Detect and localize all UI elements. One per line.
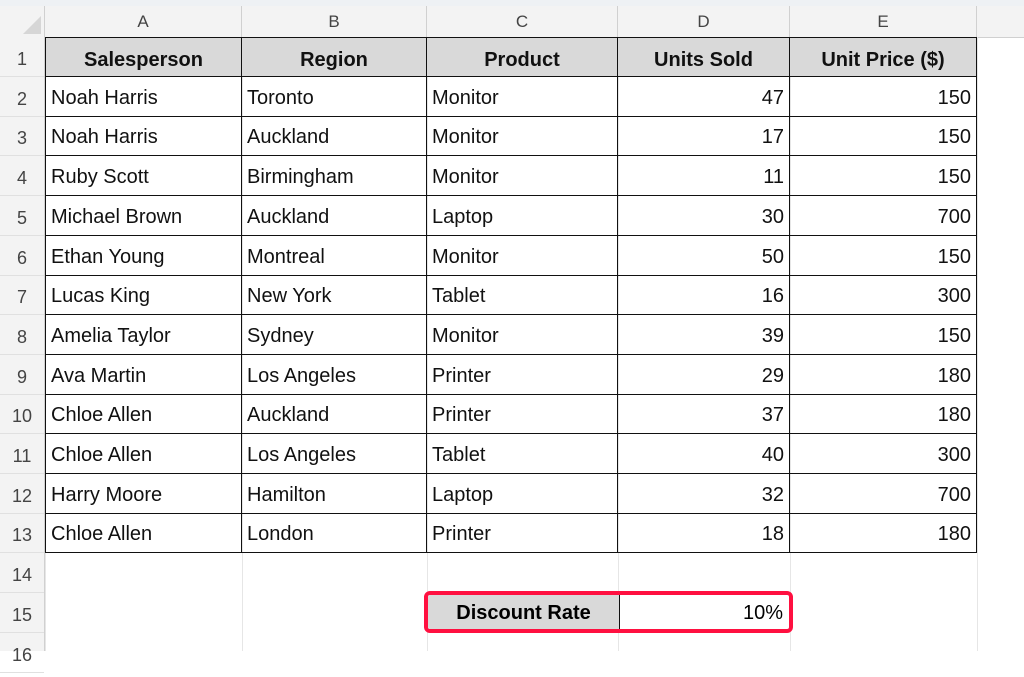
table-cell[interactable]: Laptop <box>427 195 618 236</box>
table-cell[interactable]: 150 <box>790 116 977 157</box>
header-cell[interactable]: Product <box>427 37 618 77</box>
column-header-a[interactable]: A <box>45 6 242 37</box>
gridline <box>977 37 978 651</box>
table-cell[interactable]: Noah Harris <box>45 116 242 157</box>
row-header-4[interactable]: 4 <box>0 156 44 197</box>
table-cell[interactable]: London <box>242 513 427 554</box>
column-header-d[interactable]: D <box>618 6 790 37</box>
table-cell[interactable]: Auckland <box>242 116 427 157</box>
table-cell[interactable]: Laptop <box>427 473 618 514</box>
table-cell[interactable]: 180 <box>790 394 977 435</box>
header-cell[interactable]: Units Sold <box>618 37 790 77</box>
row-header-15[interactable]: 15 <box>0 593 44 633</box>
table-cell[interactable]: 30 <box>618 195 790 236</box>
header-cell[interactable]: Salesperson <box>45 37 242 77</box>
table-cell[interactable]: Monitor <box>427 314 618 355</box>
table-cell[interactable]: Birmingham <box>242 156 427 197</box>
row-header-3[interactable]: 3 <box>0 116 44 157</box>
row-header-9[interactable]: 9 <box>0 355 44 395</box>
table-cell[interactable]: 17 <box>618 116 790 157</box>
table-cell[interactable]: Printer <box>427 513 618 554</box>
table-cell[interactable]: 150 <box>790 156 977 197</box>
table-cell[interactable]: 50 <box>618 235 790 276</box>
row-headers: 1 2 3 4 5 6 7 8 9 10 11 12 13 14 15 16 <box>0 37 45 673</box>
table-cell[interactable]: 47 <box>618 76 790 117</box>
table-cell[interactable]: 180 <box>790 354 977 395</box>
select-all-button[interactable] <box>0 6 45 37</box>
table-cell[interactable]: 300 <box>790 275 977 316</box>
row-header-5[interactable]: 5 <box>0 196 44 236</box>
table-cell[interactable]: Ruby Scott <box>45 156 242 197</box>
table-cell[interactable]: Montreal <box>242 235 427 276</box>
discount-rate-box: Discount Rate 10% <box>424 591 793 633</box>
table-cell[interactable]: 16 <box>618 275 790 316</box>
row-header-7[interactable]: 7 <box>0 275 44 316</box>
row-header-10[interactable]: 10 <box>0 394 44 435</box>
table-cell[interactable]: Noah Harris <box>45 76 242 117</box>
row-header-13[interactable]: 13 <box>0 513 44 554</box>
table-cell[interactable]: 180 <box>790 513 977 554</box>
row-header-6[interactable]: 6 <box>0 236 44 276</box>
table-cell[interactable]: Ethan Young <box>45 235 242 276</box>
table-cell[interactable]: 39 <box>618 314 790 355</box>
discount-rate-value[interactable]: 10% <box>742 602 783 624</box>
table-cell[interactable]: Los Angeles <box>242 354 427 395</box>
table-cell[interactable]: Monitor <box>427 156 618 197</box>
table-cell[interactable]: Monitor <box>427 235 618 276</box>
gridline <box>242 37 243 651</box>
table-cell[interactable]: 300 <box>790 434 977 474</box>
row-header-2[interactable]: 2 <box>0 77 44 117</box>
table-cell[interactable]: Tablet <box>427 434 618 474</box>
table-cell[interactable]: 29 <box>618 354 790 395</box>
column-header-c[interactable]: C <box>427 6 618 37</box>
row-header-14[interactable]: 14 <box>0 553 44 594</box>
table-cell[interactable]: Printer <box>427 354 618 395</box>
gridline <box>427 37 428 651</box>
table-cell[interactable]: Sydney <box>242 314 427 355</box>
ribbon-edge <box>0 0 1024 6</box>
table-cell[interactable]: Printer <box>427 394 618 435</box>
table-cell[interactable]: Amelia Taylor <box>45 314 242 355</box>
table-cell[interactable]: Monitor <box>427 76 618 117</box>
row-header-16[interactable]: 16 <box>0 633 44 673</box>
table-cell[interactable]: 18 <box>618 513 790 554</box>
row-header-1[interactable]: 1 <box>0 37 44 77</box>
table-cell[interactable]: 700 <box>790 195 977 236</box>
table-cell[interactable]: 37 <box>618 394 790 435</box>
table-cell[interactable]: Ava Martin <box>45 354 242 395</box>
table-cell[interactable]: New York <box>242 275 427 316</box>
table-cell[interactable]: Auckland <box>242 195 427 236</box>
table-cell[interactable]: Toronto <box>242 76 427 117</box>
table-cell[interactable]: Los Angeles <box>242 434 427 474</box>
table-cell[interactable]: 150 <box>790 314 977 355</box>
table-cell[interactable]: 32 <box>618 473 790 514</box>
table-cell[interactable]: 150 <box>790 76 977 117</box>
table-cell[interactable]: Auckland <box>242 394 427 435</box>
gridline <box>790 37 791 651</box>
column-header-e[interactable]: E <box>790 6 977 37</box>
gridline <box>618 37 619 651</box>
table-cell[interactable]: Michael Brown <box>45 195 242 236</box>
table-cell[interactable]: Harry Moore <box>45 473 242 514</box>
row-header-12[interactable]: 12 <box>0 474 44 514</box>
header-cell[interactable]: Unit Price ($) <box>790 37 977 77</box>
table-cell[interactable]: 700 <box>790 473 977 514</box>
table-cell[interactable]: Tablet <box>427 275 618 316</box>
table-cell[interactable]: 150 <box>790 235 977 276</box>
table-cell[interactable]: 40 <box>618 434 790 474</box>
table-cell[interactable]: Monitor <box>427 116 618 157</box>
table-cell[interactable]: Hamilton <box>242 473 427 514</box>
table-cell[interactable]: 11 <box>618 156 790 197</box>
row-header-8[interactable]: 8 <box>0 315 44 355</box>
discount-rate-label[interactable]: Discount Rate <box>428 595 620 629</box>
header-cell[interactable]: Region <box>242 37 427 77</box>
table-cell[interactable]: Chloe Allen <box>45 434 242 474</box>
table-cell[interactable]: Chloe Allen <box>45 394 242 435</box>
table-cell[interactable]: Lucas King <box>45 275 242 316</box>
column-header-b[interactable]: B <box>242 6 427 37</box>
row-header-11[interactable]: 11 <box>0 434 44 474</box>
table-cell[interactable]: Chloe Allen <box>45 513 242 554</box>
